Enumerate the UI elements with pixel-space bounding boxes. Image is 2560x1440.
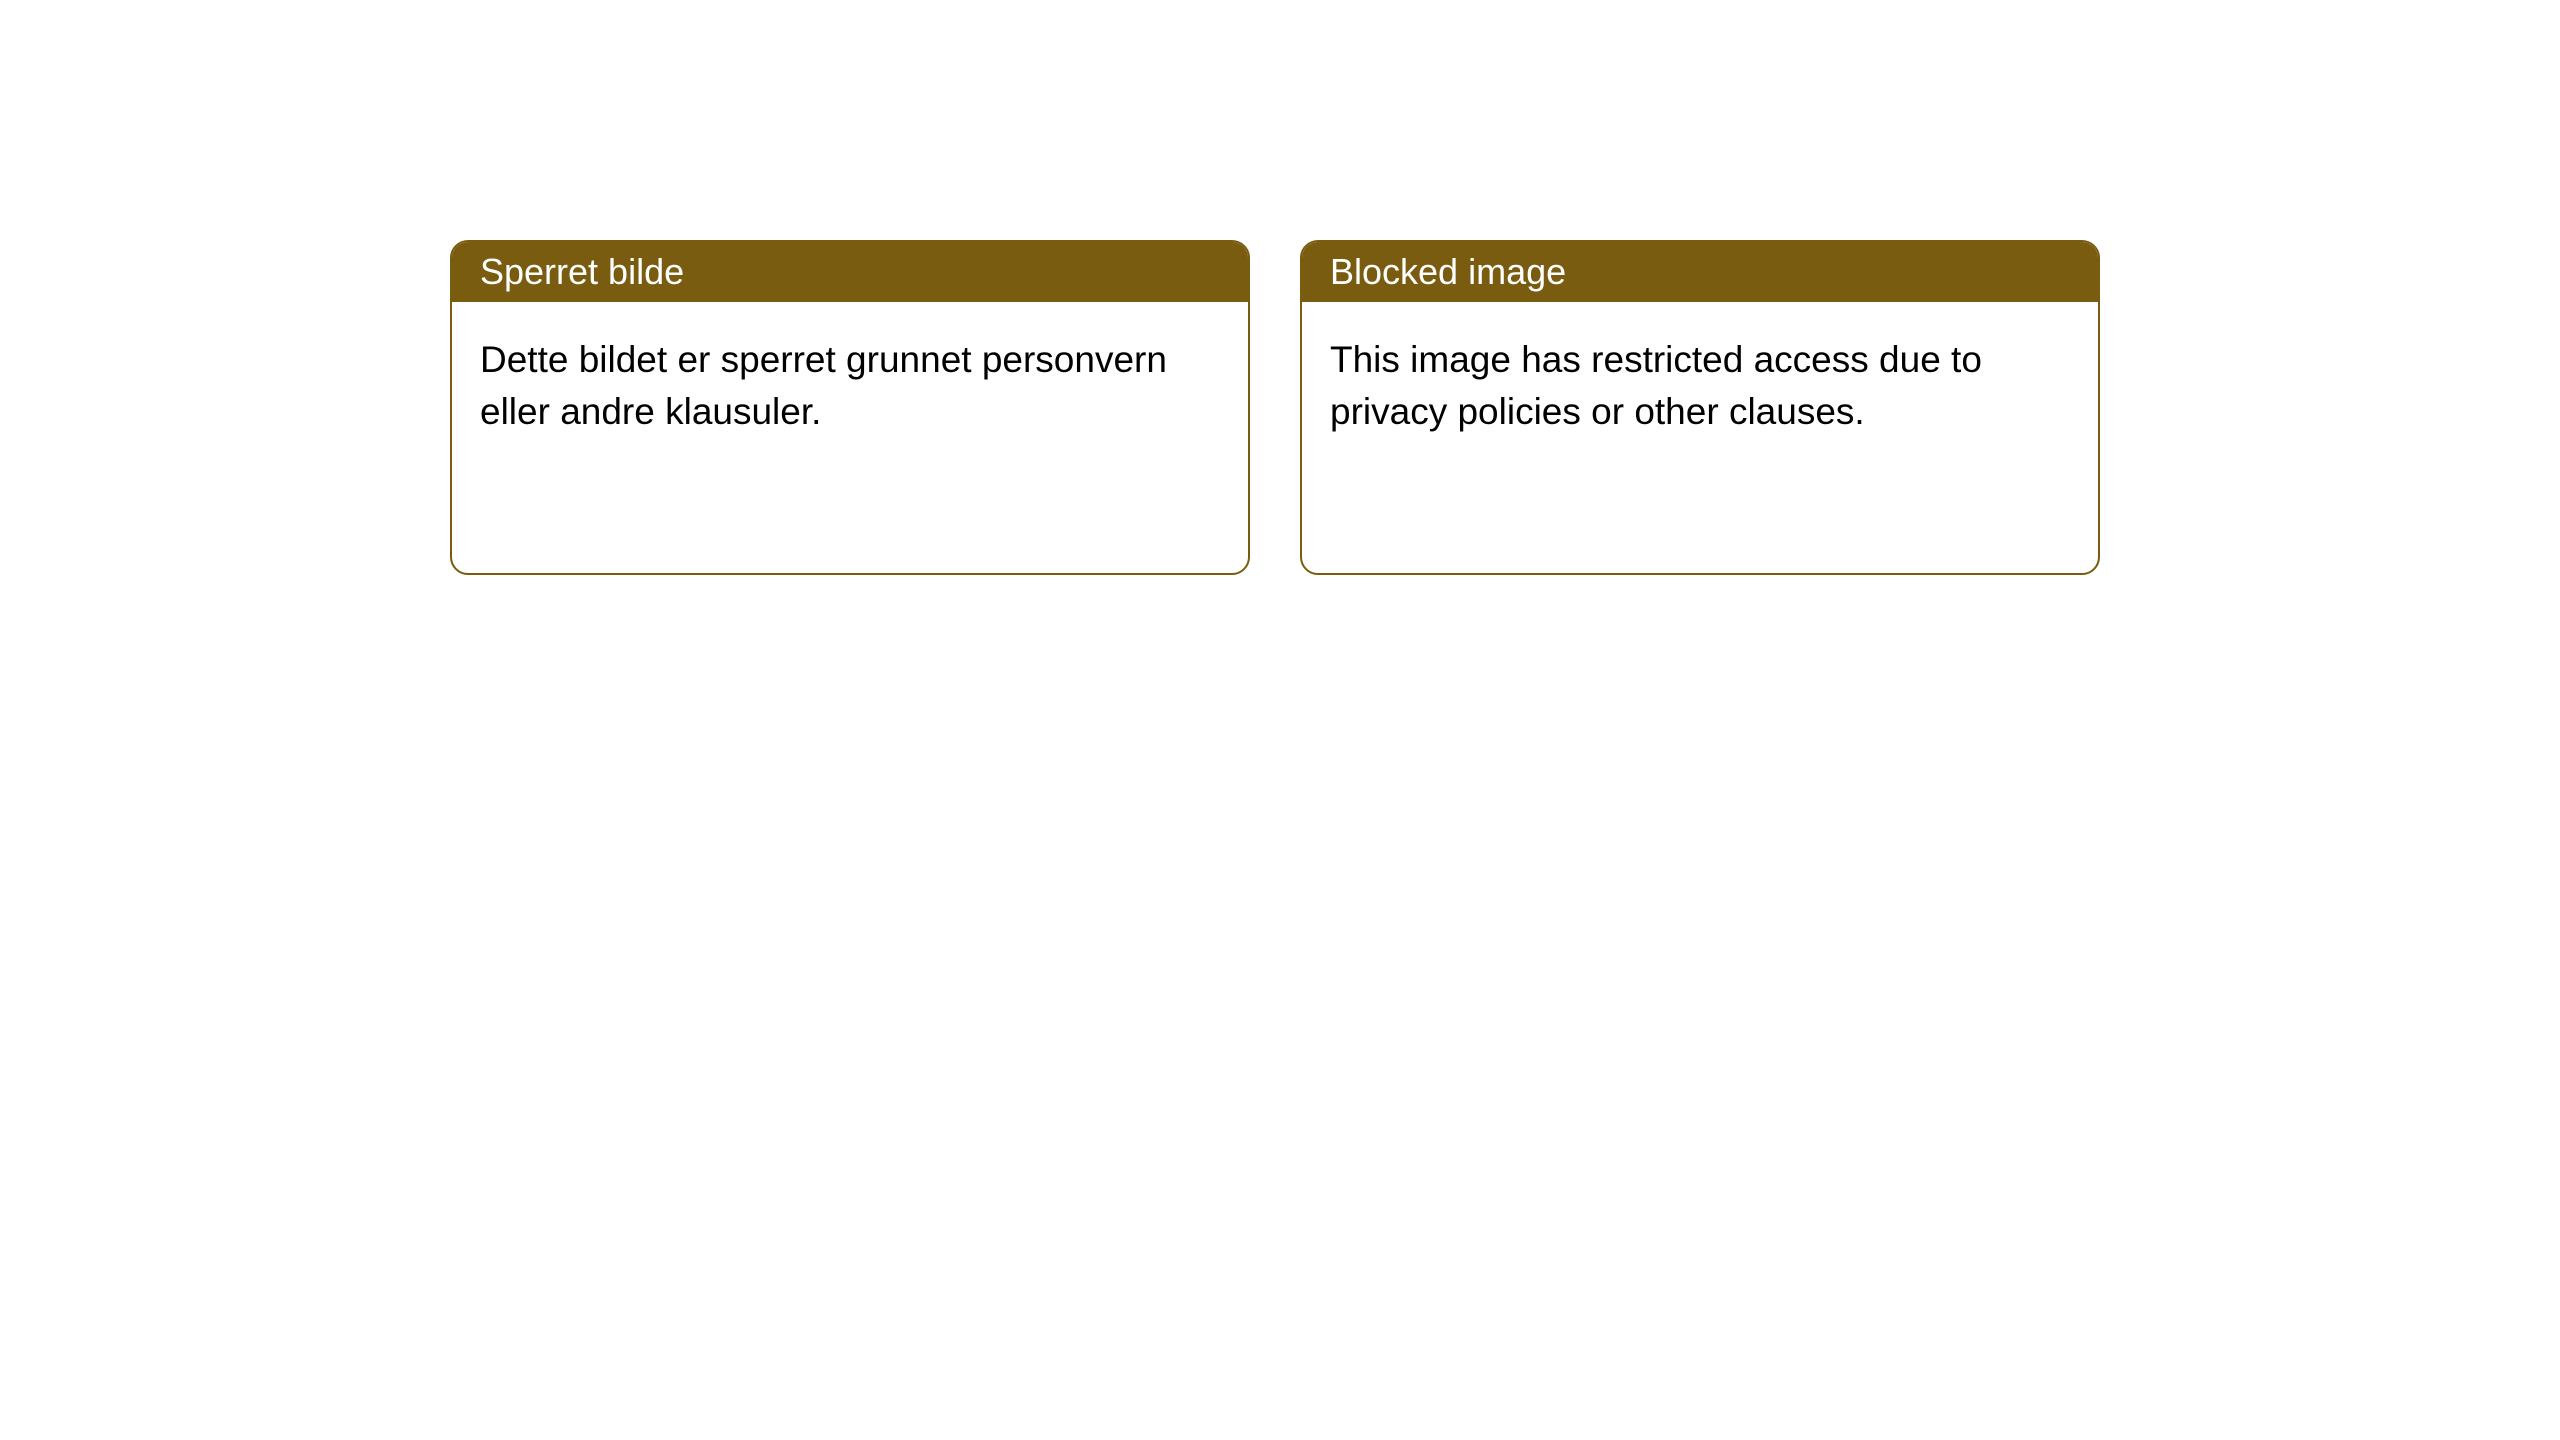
card-header-no: Sperret bilde <box>452 242 1248 302</box>
blocked-image-card-no: Sperret bilde Dette bildet er sperret gr… <box>450 240 1250 575</box>
card-title-no: Sperret bilde <box>480 251 684 293</box>
card-text-en: This image has restricted access due to … <box>1330 339 1982 432</box>
card-text-no: Dette bildet er sperret grunnet personve… <box>480 339 1167 432</box>
blocked-image-card-en: Blocked image This image has restricted … <box>1300 240 2100 575</box>
card-title-en: Blocked image <box>1330 251 1566 293</box>
cards-container: Sperret bilde Dette bildet er sperret gr… <box>0 0 2560 575</box>
card-header-en: Blocked image <box>1302 242 2098 302</box>
card-body-en: This image has restricted access due to … <box>1302 302 2098 470</box>
card-body-no: Dette bildet er sperret grunnet personve… <box>452 302 1248 470</box>
